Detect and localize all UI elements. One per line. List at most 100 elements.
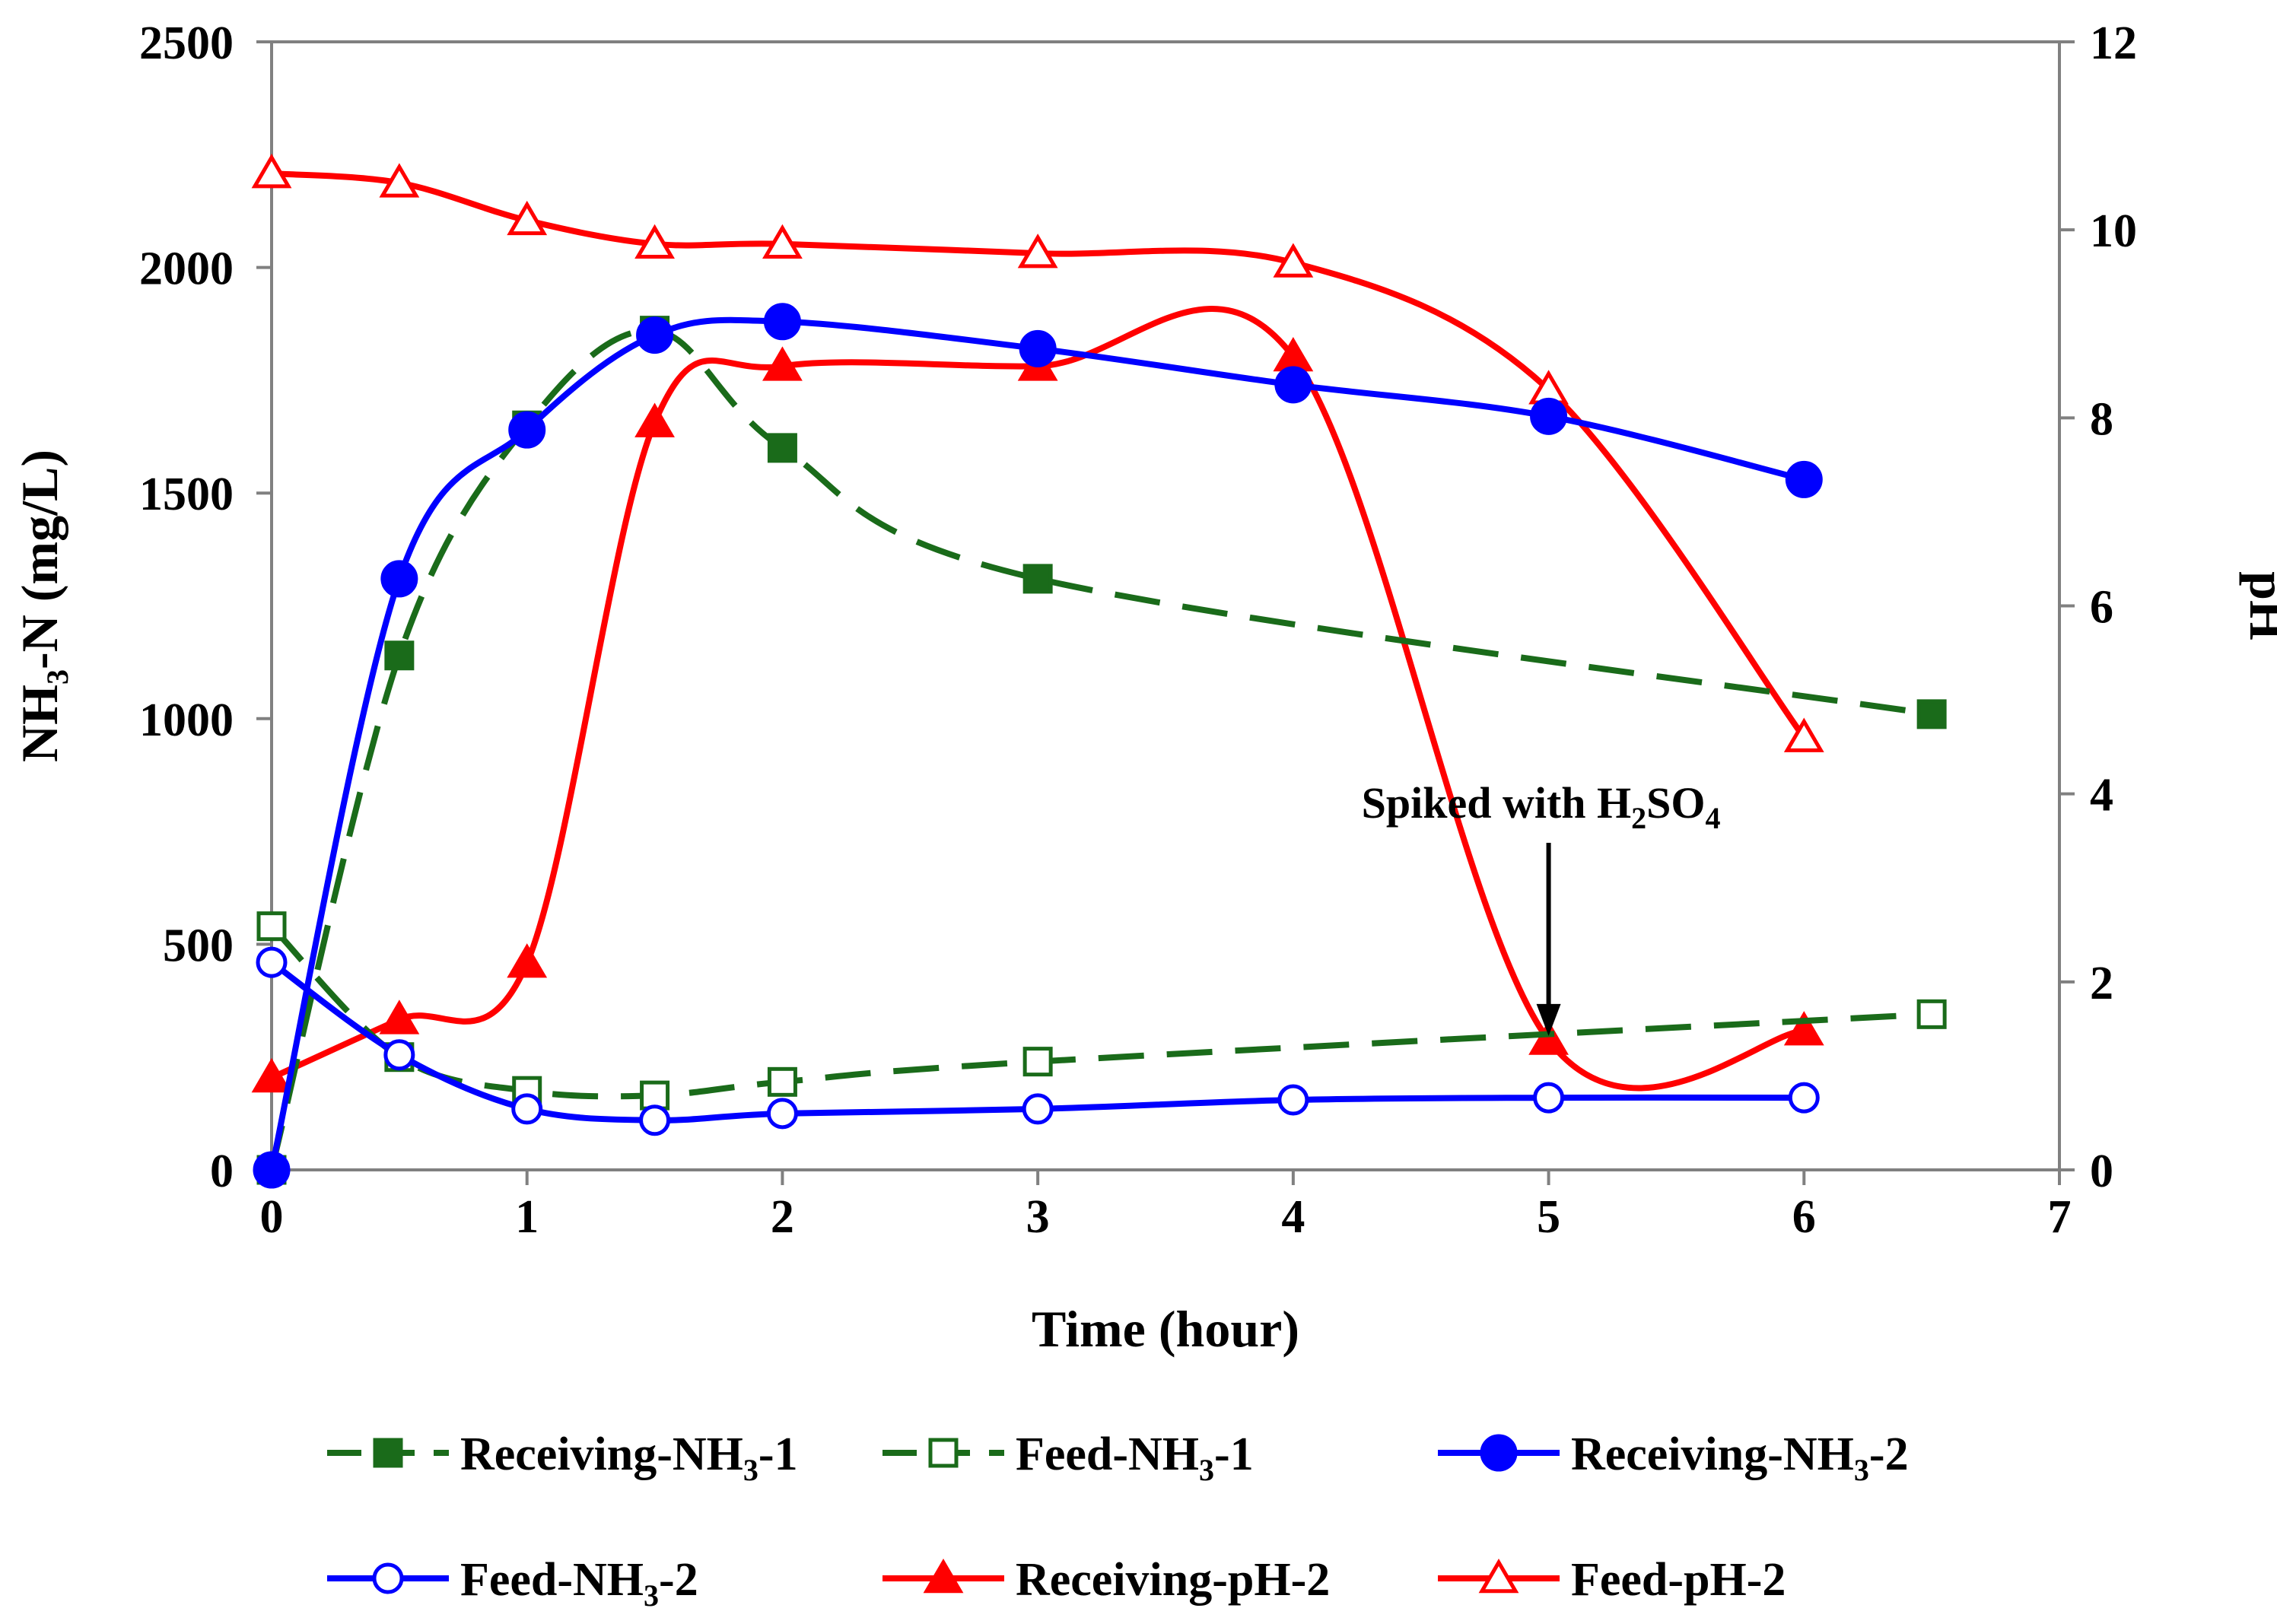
data-point-Receiving-pH-2 [379, 1000, 420, 1034]
legend-label: Feed-pH-2 [1571, 1554, 1786, 1606]
data-point-Receiving-NH3-2 [253, 1151, 291, 1189]
data-point-Feed-pH-2 [507, 200, 548, 236]
data-point-Feed-NH3-1 [1916, 999, 1947, 1029]
data-point-Feed-pH-2 [1017, 234, 1058, 269]
data-point-Feed-pH-2 [634, 224, 675, 259]
legend-marker [923, 1559, 964, 1594]
y-tick-label: 2500 [139, 17, 234, 69]
y-tick-label: 2000 [139, 243, 234, 295]
data-point-Feed-NH3-2 [1022, 1093, 1054, 1125]
data-point-Feed-NH3-2 [383, 1039, 415, 1071]
axes: 0 1 2 3 4 5 6 705001000150020002500024681012Tim… [11, 17, 2277, 1358]
data-point-Receiving-NH3-2 [508, 411, 546, 449]
data-point-Feed-NH3-2 [256, 946, 288, 978]
series-layer [251, 154, 1947, 1189]
data-point-Feed-NH3-2 [511, 1093, 543, 1125]
data-point-Feed-pH-2 [1273, 243, 1314, 278]
data-point-Receiving-pH-2 [1783, 1011, 1824, 1046]
x-tick-label: 6 [1792, 1191, 1816, 1243]
x-tick-label: 5 [1537, 1191, 1560, 1243]
data-point-Feed-NH3-1 [640, 1080, 670, 1111]
data-point-Receiving-NH3-1 [767, 433, 797, 463]
data-point-Feed-pH-2 [251, 154, 292, 189]
plot-frame [270, 40, 2061, 1171]
data-point-Feed-NH3-2 [1277, 1084, 1309, 1116]
series-line-Receiving-NH3-2 [269, 316, 1805, 1171]
data-point-Receiving-NH3-2 [1274, 366, 1312, 404]
y-tick-label: 500 [163, 920, 234, 971]
data-point-Receiving-pH-2 [762, 346, 803, 381]
legend-marker [1478, 1559, 1519, 1594]
data-point-Receiving-NH3-2 [763, 303, 801, 341]
y2-tick-label: 4 [2090, 770, 2113, 822]
series-Feed-NH3-2 [256, 946, 1820, 1136]
data-point-Receiving-NH3-2 [380, 560, 418, 598]
series-Feed-pH-2 [251, 154, 1824, 752]
legend-marker [373, 1438, 403, 1468]
data-point-Feed-NH3-1 [1022, 1047, 1053, 1077]
y2-tick-label: 8 [2090, 393, 2113, 445]
legend-item-Feed-NH3-1: Feed-NH3-1 [882, 1429, 1254, 1487]
legend-marker [1480, 1434, 1518, 1472]
x-tick-label: 4 [1281, 1191, 1305, 1243]
legend-item-Receiving-NH3-2: Receiving-NH3-2 [1438, 1429, 1909, 1487]
legend-item-Receiving-NH3-1: Receiving-NH3-1 [327, 1429, 798, 1487]
legend: Receiving-NH3-1 Feed-NH3-1 Receiving-NH3-2… [327, 1429, 1909, 1613]
data-point-Feed-NH3-2 [766, 1098, 798, 1130]
data-point-Feed-pH-2 [379, 163, 420, 198]
legend-label: Feed-NH3-2 [460, 1554, 698, 1613]
y-tick-label: 1000 [139, 694, 234, 746]
data-point-Receiving-pH-2 [1528, 1020, 1569, 1055]
y2-axis-title: pH [2239, 571, 2277, 640]
y2-tick-label: 6 [2090, 582, 2113, 634]
data-point-Feed-NH3-2 [1533, 1082, 1565, 1114]
series-line-Feed-NH3-2 [269, 959, 1805, 1123]
y-axis-title-group: NH3-N (mg/L) [11, 450, 75, 762]
x-axis-title: Time (hour) [1032, 1300, 1299, 1358]
data-point-Receiving-NH3-2 [636, 316, 674, 354]
data-point-Receiving-pH-2 [634, 402, 675, 437]
series-Receiving-pH-2 [251, 306, 1824, 1093]
data-point-Receiving-NH3-2 [1530, 397, 1568, 435]
legend-label: Receiving-NH3-1 [460, 1429, 798, 1487]
legend-marker [928, 1438, 959, 1468]
y2-tick-label: 0 [2090, 1146, 2113, 1197]
data-point-Receiving-NH3-1 [1022, 564, 1053, 594]
data-point-Receiving-pH-2 [507, 943, 548, 978]
legend-item-Feed-pH-2: Feed-pH-2 [1438, 1554, 1786, 1606]
data-point-Feed-NH3-2 [1788, 1082, 1820, 1114]
data-point-Feed-pH-2 [762, 224, 803, 259]
data-point-Feed-NH3-1 [256, 911, 287, 942]
y2-tick-label: 12 [2090, 17, 2137, 69]
data-point-Feed-pH-2 [1783, 717, 1824, 752]
y-tick-label: 0 [210, 1146, 234, 1197]
series-line-Receiving-pH-2 [270, 306, 1805, 1092]
series-line-Feed-NH3-1 [269, 923, 1932, 1100]
legend-label: Receiving-NH3-2 [1571, 1429, 1909, 1487]
y2-tick-label: 10 [2090, 205, 2137, 257]
legend-label: Receiving-pH-2 [1016, 1554, 1330, 1606]
data-point-Receiving-NH3-1 [1916, 699, 1947, 729]
y-tick-label: 1500 [139, 469, 234, 520]
x-tick-label: 2 [771, 1191, 794, 1243]
data-point-Feed-NH3-1 [767, 1066, 797, 1097]
x-tick-label: 1 [515, 1191, 539, 1243]
series-line-Receiving-NH3-1 [269, 327, 1932, 1171]
x-tick-label: 3 [1026, 1191, 1050, 1243]
annotation-arrow-head [1536, 1003, 1561, 1036]
series-Receiving-NH3-2 [253, 303, 1823, 1189]
annotation-text: Spiked with H2SO4 [1362, 778, 1721, 835]
data-point-Receiving-NH3-1 [384, 640, 415, 671]
legend-item-Feed-NH3-2: Feed-NH3-2 [327, 1554, 698, 1613]
y2-axis-title-group: pH [2239, 571, 2277, 640]
data-point-Feed-NH3-2 [639, 1104, 671, 1136]
data-point-Receiving-NH3-2 [1019, 329, 1057, 367]
annotation: Spiked with H2SO4 [1362, 778, 1721, 1036]
data-point-Receiving-pH-2 [251, 1057, 292, 1093]
x-tick-label: 7 [2048, 1191, 2072, 1243]
legend-label: Feed-NH3-1 [1016, 1429, 1254, 1487]
y-axis-title: NH3-N (mg/L) [11, 450, 75, 762]
y2-tick-label: 2 [2090, 958, 2113, 1009]
x-tick-label: 0 [260, 1191, 284, 1243]
